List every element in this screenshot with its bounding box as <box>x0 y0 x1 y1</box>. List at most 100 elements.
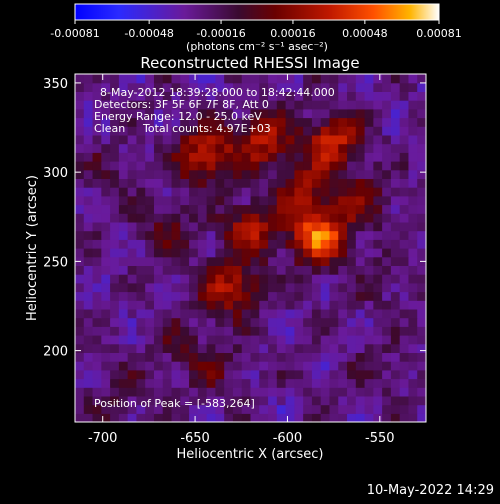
heatmap-cell <box>180 239 190 249</box>
heatmap-cell <box>390 274 401 284</box>
heatmap-cell <box>250 169 260 179</box>
heatmap-cell <box>75 404 85 414</box>
heatmap-cell <box>180 221 190 232</box>
heatmap-cell <box>399 248 410 258</box>
heatmap-cell <box>101 108 111 119</box>
heatmap-cell <box>110 143 120 153</box>
heatmap-cell <box>75 239 85 249</box>
heatmap-cell <box>390 239 401 249</box>
heatmap-cell <box>311 352 322 362</box>
heatmap-cell <box>373 169 383 179</box>
heatmap-cell <box>118 221 129 232</box>
heatmap-cell <box>127 213 138 223</box>
heatmap-cell <box>355 74 366 84</box>
heatmap-cell <box>390 282 401 293</box>
heatmap-cell <box>294 134 304 145</box>
heatmap-cell <box>338 239 348 249</box>
heatmap-cell <box>180 413 190 422</box>
heatmap-cell <box>197 161 208 171</box>
heatmap-cell <box>347 221 357 232</box>
heatmap-cell <box>390 265 401 275</box>
heatmap-cell <box>83 221 94 232</box>
heatmap-cell <box>250 100 260 110</box>
heatmap-cell <box>232 387 243 397</box>
heatmap-cell <box>320 221 331 232</box>
heatmap-cell <box>92 291 102 301</box>
heatmap-cell <box>311 291 322 301</box>
heatmap-cell <box>364 343 374 353</box>
heatmap-cell <box>294 308 304 319</box>
heatmap-cell <box>338 265 348 275</box>
heatmap-cell <box>145 282 155 293</box>
heatmap-cell <box>364 108 374 119</box>
heatmap-cell <box>320 317 331 327</box>
heatmap-cell <box>118 282 129 293</box>
heatmap-cell <box>320 91 331 101</box>
heatmap-cell <box>136 187 146 197</box>
heatmap-cell <box>338 300 348 310</box>
heatmap-cell <box>338 395 348 406</box>
heatmap-cell <box>206 178 217 188</box>
heatmap-cell <box>215 248 225 258</box>
heatmap-cell <box>75 117 85 127</box>
heatmap-cell <box>408 395 418 406</box>
heatmap-cell <box>311 91 322 101</box>
heatmap-cell <box>250 74 260 84</box>
heatmap-cell <box>75 221 85 232</box>
heatmap-cell <box>373 221 383 232</box>
heatmap-cell <box>127 134 138 145</box>
heatmap-cell <box>373 74 383 84</box>
heatmap-cell <box>417 187 426 197</box>
heatmap-cell <box>127 108 138 119</box>
heatmap-cell <box>241 117 252 127</box>
heatmap-cell <box>145 343 155 353</box>
heatmap-cell <box>83 152 94 162</box>
heatmap-cell <box>189 413 199 422</box>
heatmap-cell <box>189 265 199 275</box>
heatmap-cell <box>206 143 217 153</box>
heatmap-cell <box>408 161 418 171</box>
heatmap-cell <box>162 404 173 414</box>
heatmap-cell <box>83 265 94 275</box>
heatmap-cell <box>320 195 331 206</box>
heatmap-cell <box>364 91 374 101</box>
heatmap-cell <box>75 274 85 284</box>
heatmap-cell <box>268 326 278 336</box>
heatmap-cell <box>92 378 102 388</box>
heatmap-cell <box>180 274 190 284</box>
heatmap-cell <box>180 178 190 188</box>
heatmap-cell <box>285 221 295 232</box>
heatmap-cell <box>189 134 199 145</box>
heatmap-cell <box>118 343 129 353</box>
heatmap-cell <box>373 361 383 371</box>
heatmap-cell <box>101 221 111 232</box>
heatmap-cell <box>75 126 85 136</box>
heatmap-cell <box>417 74 426 84</box>
heatmap-cell <box>153 335 164 345</box>
heatmap-cell <box>329 343 339 353</box>
heatmap-cell <box>145 126 155 136</box>
heatmap-cell <box>373 82 383 92</box>
heatmap-cell <box>259 82 269 92</box>
heatmap-cell <box>241 352 252 362</box>
heatmap-cell <box>197 126 208 136</box>
heatmap-cell <box>417 143 426 153</box>
heatmap-cell <box>285 343 295 353</box>
heatmap-cell <box>408 230 418 240</box>
heatmap-cell <box>145 248 155 258</box>
heatmap-cell <box>241 161 252 171</box>
heatmap-cell <box>382 126 392 136</box>
heatmap-cell <box>276 335 287 345</box>
heatmap-cell <box>399 352 410 362</box>
heatmap-cell <box>294 108 304 119</box>
heatmap-cell <box>232 378 243 388</box>
heatmap-cell <box>303 169 313 179</box>
heatmap-cell <box>373 308 383 319</box>
heatmap-cell <box>110 248 120 258</box>
heatmap-cell <box>162 221 173 232</box>
heatmap-cell <box>373 204 383 214</box>
heatmap-cell <box>162 317 173 327</box>
heatmap-cell <box>303 326 313 336</box>
heatmap-cell <box>153 126 164 136</box>
heatmap-cell <box>232 300 243 310</box>
